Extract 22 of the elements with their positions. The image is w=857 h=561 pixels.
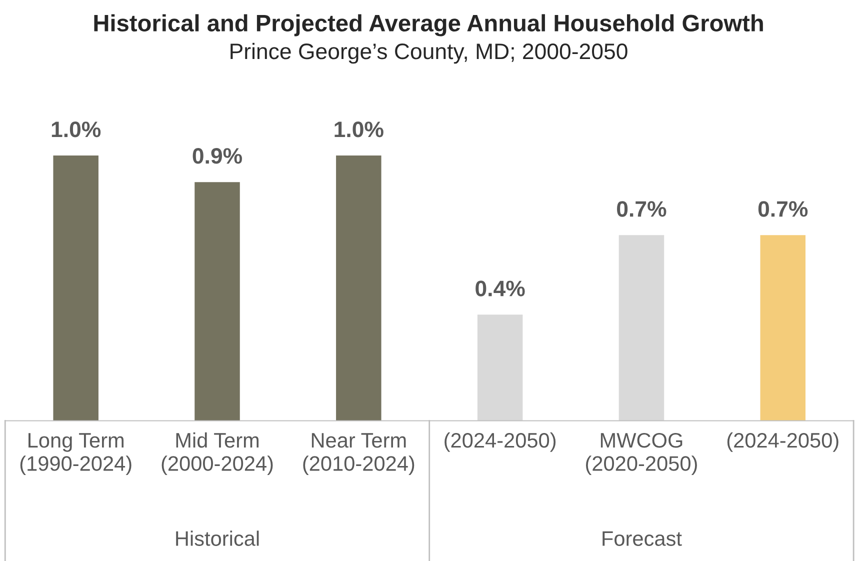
chart-subtitle: Prince George’s County, MD; 2000-2050 [230, 42, 628, 64]
bar [618, 235, 664, 421]
data-label: 1.0% [334, 122, 384, 138]
data-label: 0.7% [758, 201, 808, 217]
x-tick-label: MWCOG (2020-2050) [586, 432, 697, 476]
text: Forecast [602, 531, 682, 546]
bar [477, 314, 523, 421]
bar [53, 156, 98, 421]
x-tick-label: (2024-2050) [727, 432, 838, 452]
x-tick-label: (2024-2050) [444, 432, 556, 452]
bar [760, 235, 806, 421]
data-label: 1.0% [52, 122, 101, 138]
bar [336, 156, 382, 421]
data-label: 0.4% [476, 280, 525, 296]
x-tick-label: Long Term (1990-2024) [20, 433, 132, 476]
data-label: 0.9% [192, 148, 242, 164]
data-label: 0.7% [617, 201, 666, 217]
x-tick-label: Near Term (2010-2024) [303, 433, 414, 476]
chart-title: Historical and Projected Average Annual Household Growth [94, 14, 763, 36]
text: Historical [176, 530, 259, 546]
x-tick-label: Mid Term (2000-2024) [162, 432, 273, 476]
bar [194, 182, 240, 421]
